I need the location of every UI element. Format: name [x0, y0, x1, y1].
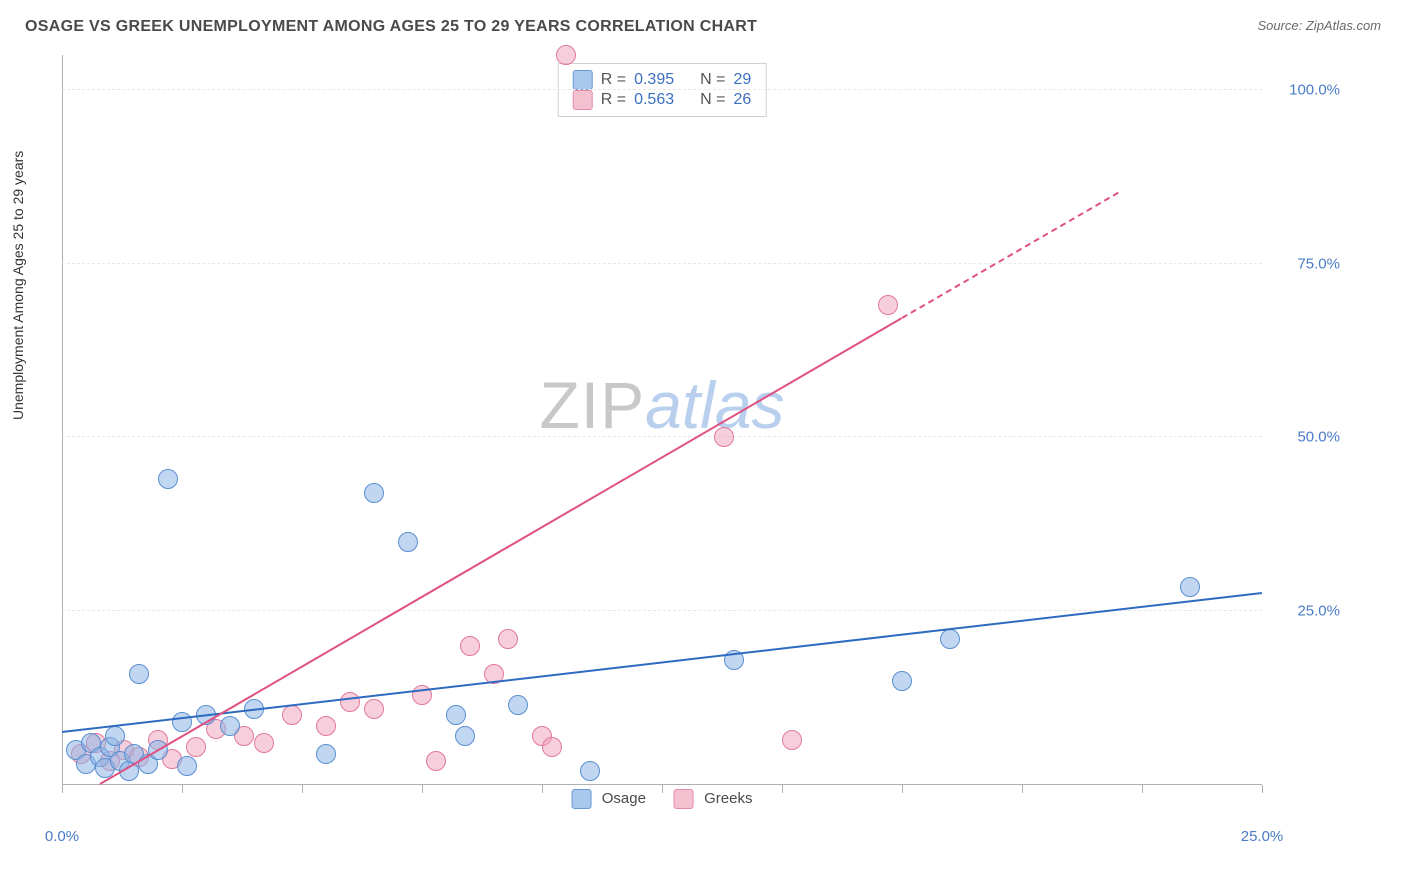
osage-point: [455, 726, 475, 746]
n-label: N =: [700, 91, 725, 109]
osage-point: [220, 716, 240, 736]
osage-legend-label: Osage: [602, 790, 646, 807]
greeks-point: [714, 427, 734, 447]
osage-point: [892, 671, 912, 691]
greeks-swatch-icon: [674, 789, 694, 809]
greeks-n-value: 26: [733, 91, 751, 109]
osage-point: [446, 705, 466, 725]
r-label: R =: [601, 91, 626, 109]
greeks-legend-label: Greeks: [704, 790, 752, 807]
x-tick-mark: [182, 785, 183, 793]
grid-line: [62, 436, 1262, 437]
greeks-point: [254, 733, 274, 753]
watermark: ZIPatlas: [539, 367, 784, 443]
legend-item-greeks: Greeks: [674, 789, 753, 809]
x-tick-mark: [1142, 785, 1143, 793]
x-tick-mark: [782, 785, 783, 793]
x-tick-mark: [422, 785, 423, 793]
n-label: N =: [700, 71, 725, 89]
r-label: R =: [601, 71, 626, 89]
correlation-legend: R = 0.395 N = 29 R = 0.563 N = 26: [558, 63, 767, 117]
x-tick-mark: [902, 785, 903, 793]
scatter-chart: ZIPatlas R = 0.395 N = 29 R = 0.563 N = …: [62, 55, 1262, 815]
watermark-zip: ZIP: [539, 368, 645, 442]
x-tick-mark: [62, 785, 63, 793]
source-attribution: Source: ZipAtlas.com: [1257, 18, 1381, 33]
greeks-point: [364, 699, 384, 719]
grid-line: [62, 610, 1262, 611]
watermark-atlas: atlas: [645, 368, 784, 442]
grid-line: [62, 89, 1262, 90]
legend-item-osage: Osage: [572, 789, 646, 809]
osage-swatch-icon: [573, 70, 593, 90]
greeks-point: [186, 737, 206, 757]
osage-point: [316, 744, 336, 764]
osage-point: [177, 756, 197, 776]
osage-point: [129, 664, 149, 684]
x-tick-mark: [662, 785, 663, 793]
y-tick-label: 100.0%: [1289, 81, 1340, 98]
greeks-point: [498, 629, 518, 649]
x-tick-mark: [1022, 785, 1023, 793]
greeks-point: [556, 45, 576, 65]
greeks-point: [878, 295, 898, 315]
greeks-swatch-icon: [573, 90, 593, 110]
osage-point: [364, 483, 384, 503]
greeks-point: [782, 730, 802, 750]
correlation-row-osage: R = 0.395 N = 29: [573, 70, 752, 90]
greeks-r-value: 0.563: [634, 91, 674, 109]
x-tick-label: 0.0%: [45, 828, 79, 845]
greeks-point: [426, 751, 446, 771]
chart-title: OSAGE VS GREEK UNEMPLOYMENT AMONG AGES 2…: [25, 18, 757, 36]
y-tick-label: 50.0%: [1297, 429, 1340, 446]
y-tick-label: 75.0%: [1297, 255, 1340, 272]
y-tick-label: 25.0%: [1297, 603, 1340, 620]
x-tick-mark: [542, 785, 543, 793]
x-tick-label: 25.0%: [1241, 828, 1284, 845]
osage-point: [508, 695, 528, 715]
osage-point: [940, 629, 960, 649]
trend-line: [100, 317, 903, 785]
greeks-point: [460, 636, 480, 656]
osage-point: [105, 726, 125, 746]
trend-line-extrapolated: [901, 192, 1118, 319]
grid-line: [62, 263, 1262, 264]
greeks-point: [340, 692, 360, 712]
osage-point: [1180, 577, 1200, 597]
trend-line: [62, 592, 1262, 733]
x-tick-mark: [302, 785, 303, 793]
y-axis-line: [62, 55, 63, 785]
osage-point: [580, 761, 600, 781]
greeks-point: [542, 737, 562, 757]
x-tick-mark: [1262, 785, 1263, 793]
greeks-point: [316, 716, 336, 736]
osage-point: [398, 532, 418, 552]
y-axis-label: Unemployment Among Ages 25 to 29 years: [10, 151, 26, 420]
correlation-row-greeks: R = 0.563 N = 26: [573, 90, 752, 110]
osage-swatch-icon: [572, 789, 592, 809]
greeks-point: [282, 705, 302, 725]
osage-point: [158, 469, 178, 489]
osage-r-value: 0.395: [634, 71, 674, 89]
osage-n-value: 29: [733, 71, 751, 89]
